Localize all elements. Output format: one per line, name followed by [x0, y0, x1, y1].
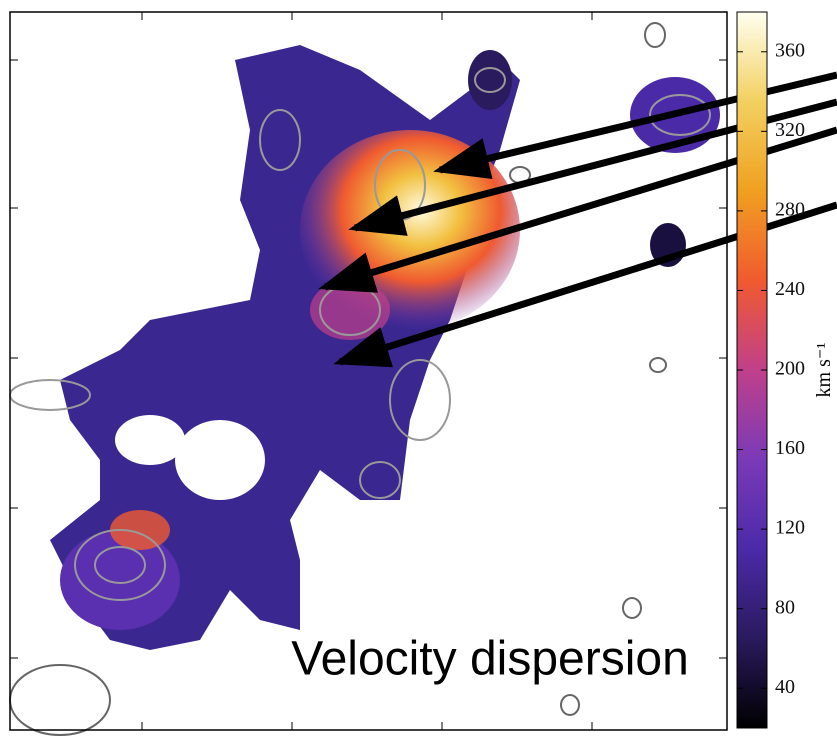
annotation: Velocity dispersion	[291, 633, 689, 686]
colorbar-tick-label: 360	[775, 39, 805, 61]
colorbar-tick-label: 160	[775, 437, 805, 459]
contours	[9, 67, 711, 601]
colorbar-tick-label: 40	[775, 676, 795, 698]
colorbar-tick-label: 120	[775, 517, 805, 539]
arrow	[433, 71, 837, 180]
colorbar-tick-label: 280	[775, 198, 805, 220]
map-hole	[115, 415, 185, 465]
colorbar-label: km s⁻¹	[813, 343, 835, 398]
colorbar-tick-label: 240	[775, 278, 805, 300]
frame-ticks	[10, 12, 727, 730]
plot-frame	[9, 11, 728, 731]
map-hole	[175, 420, 265, 500]
colorbar-tick-label: 80	[775, 596, 795, 618]
map-region	[110, 510, 170, 550]
map-region	[468, 50, 512, 110]
map-region	[310, 280, 390, 340]
colorbar-tick-label: 320	[775, 119, 805, 141]
colorbar-tick-label: 200	[775, 358, 805, 380]
map-region	[60, 530, 180, 630]
